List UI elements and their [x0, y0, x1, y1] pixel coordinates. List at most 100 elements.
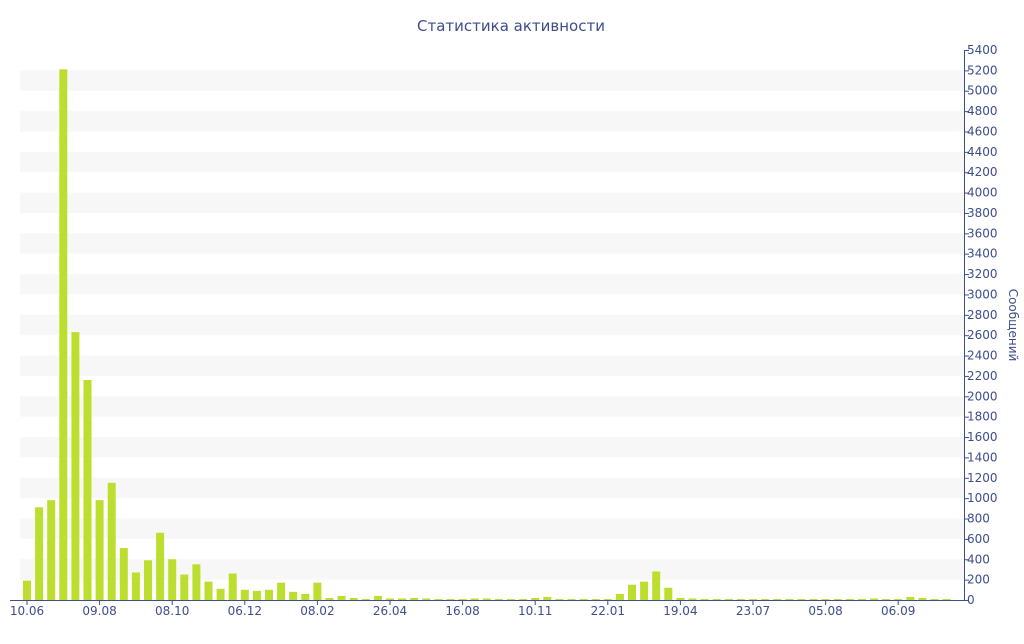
y-tick-label: 0 [967, 593, 975, 607]
bar [918, 597, 927, 600]
x-tick-label: 06.09 [881, 604, 915, 618]
y-tick-label: 2600 [967, 328, 998, 342]
bar [797, 598, 806, 600]
bar [144, 560, 152, 600]
x-tick-label: 26.04 [373, 604, 407, 618]
bar [168, 559, 177, 600]
y-tick-label: 2800 [967, 308, 998, 322]
bar [482, 598, 491, 600]
grid-band [20, 477, 964, 499]
bar [398, 598, 407, 600]
bar [591, 598, 600, 600]
y-tick-labels: 0 200 400 600 800 1000 1200 1400 1600 1800 2000 220… [967, 43, 998, 607]
y-tick-label: 3800 [967, 206, 998, 220]
grid-band [20, 274, 964, 295]
y-axis-title: Сообщений [1006, 289, 1020, 362]
bar [821, 598, 830, 600]
bar [265, 589, 273, 600]
bar [773, 598, 782, 600]
y-tick-label: 2400 [967, 349, 998, 363]
bar [95, 500, 104, 600]
bar [688, 598, 697, 600]
bar [507, 598, 515, 600]
grid-band [20, 396, 964, 417]
y-tick-label: 1600 [967, 430, 998, 444]
y-tick-label: 1400 [967, 450, 998, 464]
bar [664, 587, 673, 600]
bar [410, 597, 419, 600]
bar [289, 591, 298, 600]
bar [240, 589, 249, 600]
bar [930, 598, 939, 600]
bar [494, 598, 503, 600]
bar [107, 482, 116, 600]
bar [700, 598, 709, 600]
x-tick-labels: 10.06 09.08 08.10 06.12 08.02 26.04 16.08 10.11… [10, 604, 916, 618]
grid-band [20, 233, 964, 254]
bar [422, 598, 431, 600]
bar [228, 573, 237, 600]
bar [337, 595, 346, 600]
grid-band [20, 559, 964, 580]
x-tick-label: 09.08 [82, 604, 116, 618]
grid-band [20, 111, 964, 132]
bar [531, 597, 540, 600]
grid-bands [20, 70, 964, 580]
bar [652, 571, 661, 600]
bar [59, 69, 68, 600]
y-tick-label: 1000 [967, 491, 998, 505]
bar [785, 598, 794, 600]
y-tick-label: 5200 [967, 63, 998, 77]
bar [749, 598, 757, 600]
x-tick-label: 23.07 [736, 604, 770, 618]
bar [579, 598, 588, 600]
bar [906, 596, 915, 600]
bar [131, 572, 140, 600]
x-tick-label: 19.04 [663, 604, 697, 618]
bar [252, 590, 261, 600]
y-tick-label: 4000 [967, 186, 998, 200]
grid-band [20, 70, 964, 91]
grid-band [20, 151, 964, 173]
bar [894, 598, 903, 600]
y-tick-label: 2000 [967, 389, 998, 403]
y-tick-label: 5400 [967, 43, 998, 57]
y-tick-label: 4200 [967, 165, 998, 179]
bar [301, 593, 310, 600]
x-tick-label: 22.01 [591, 604, 625, 618]
bar [736, 598, 745, 600]
bar [373, 595, 382, 600]
bar [882, 598, 891, 600]
bar [204, 581, 213, 600]
bar [192, 564, 201, 600]
x-tick-label: 10.11 [518, 604, 552, 618]
grid-band [20, 192, 964, 213]
bar [71, 332, 80, 600]
grid-band [20, 314, 964, 336]
y-tick-label: 3000 [967, 287, 998, 301]
y-tick-label: 5000 [967, 84, 998, 98]
bar [761, 598, 770, 600]
bar [458, 598, 467, 600]
bar [676, 597, 685, 600]
y-tick-label: 3600 [967, 226, 998, 240]
bar [712, 598, 721, 600]
bar [640, 581, 649, 600]
y-tick-label: 400 [967, 552, 990, 566]
bar [555, 598, 564, 600]
x-tick-label: 05.08 [808, 604, 842, 618]
bar [567, 598, 576, 600]
bar [313, 582, 322, 600]
bar [325, 597, 334, 600]
y-tick-label: 1800 [967, 410, 998, 424]
bar [833, 598, 842, 600]
bar [83, 380, 92, 600]
bars [23, 69, 951, 600]
bar [724, 598, 733, 600]
bar [349, 597, 358, 600]
x-tick-label: 16.08 [445, 604, 479, 618]
x-tick-label: 08.02 [300, 604, 334, 618]
x-tick-label: 10.06 [10, 604, 44, 618]
